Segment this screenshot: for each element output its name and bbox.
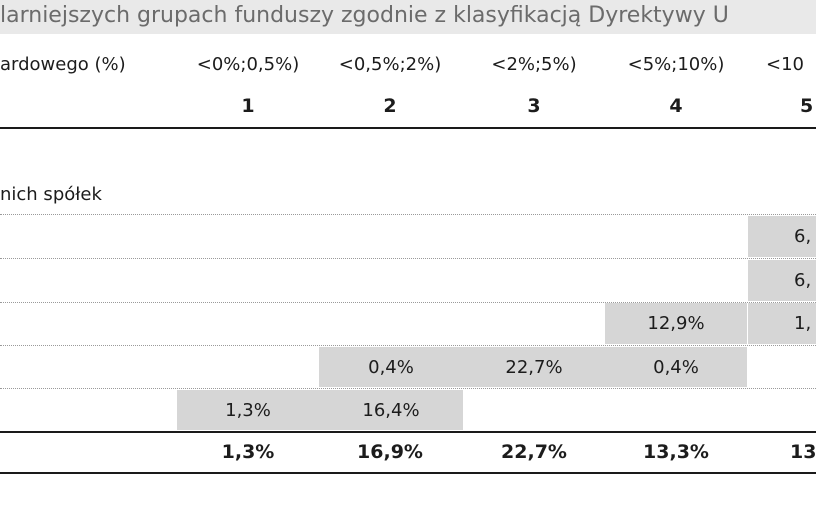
header-first-label: ardowego (%) xyxy=(0,53,126,75)
table-row: 6, xyxy=(0,260,816,301)
table-title: larniejszych grupach funduszy zgodnie z … xyxy=(0,0,816,34)
header-range-2: <0,5%;2%) xyxy=(338,53,442,75)
table-cell: 1,3% xyxy=(177,390,319,430)
table-cell: 22,7% xyxy=(463,347,605,387)
section-row: nich spółek xyxy=(0,176,816,212)
class-number-4: 4 xyxy=(669,95,683,117)
header-range-row: ardowego (%) <0%;0,5%) <0,5%;2%) <2%;5%)… xyxy=(0,46,816,82)
total-cell: 22,7% xyxy=(501,441,567,463)
header-divider xyxy=(0,127,816,129)
header-range-4: <5%;10%) xyxy=(627,53,725,75)
totals-divider xyxy=(0,431,816,433)
table-cell: 6, xyxy=(748,260,816,301)
section-label: nich spółek xyxy=(0,183,102,205)
total-cell: 13,3% xyxy=(643,441,709,463)
row-divider xyxy=(0,214,816,215)
table-cell: 0,4% xyxy=(605,347,747,387)
totals-row: 1,3% 16,9% 22,7% 13,3% 13 xyxy=(0,434,816,470)
table-row: 12,9% 1, xyxy=(0,303,816,344)
total-cell: 16,9% xyxy=(357,441,423,463)
table-row: 6, xyxy=(0,216,816,257)
row-divider xyxy=(0,388,816,389)
table-row: 0,4% 22,7% 0,4% xyxy=(0,347,816,387)
table-row: 1,3% 16,4% xyxy=(0,390,816,430)
table-cell: 0,4% xyxy=(319,347,463,387)
class-number-1: 1 xyxy=(241,95,255,117)
header-range-5: <10 xyxy=(766,53,804,75)
class-number-2: 2 xyxy=(383,95,397,117)
row-divider xyxy=(0,345,816,346)
class-number-3: 3 xyxy=(527,95,541,117)
table-cell: 1, xyxy=(748,303,816,344)
class-number-5: 5 xyxy=(800,95,814,117)
table-cell: 6, xyxy=(748,216,816,257)
table-bottom-border xyxy=(0,472,816,474)
row-divider xyxy=(0,258,816,259)
header-class-row: 1 2 3 4 5 xyxy=(0,88,816,124)
total-cell: 13 xyxy=(790,441,816,463)
table-cell: 16,4% xyxy=(319,390,463,430)
total-cell: 1,3% xyxy=(221,441,275,463)
header-range-3: <2%;5%) xyxy=(491,53,577,75)
row-divider xyxy=(0,302,816,303)
table-cell: 12,9% xyxy=(605,303,747,344)
header-range-1: <0%;0,5%) xyxy=(196,53,300,75)
